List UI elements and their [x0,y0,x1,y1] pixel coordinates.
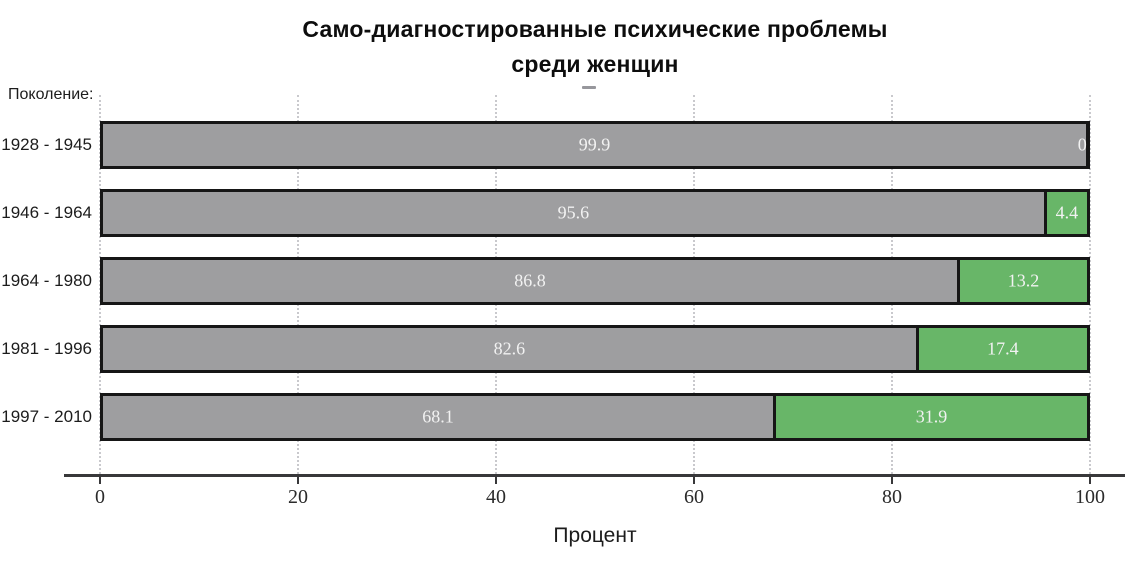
gridline [1089,95,1091,474]
bar-rows: 1928 - 1945 99.9 0.1 1946 - 1964 95.6 4.… [0,121,1090,461]
tick-label: 20 [288,486,308,508]
x-axis-tick-labels: 0 20 40 60 80 100 [95,486,1105,512]
bar-row: 1928 - 1945 99.9 0.1 [0,121,1090,169]
bar-segment-gray: 99.9 [103,124,1087,166]
x-axis-ticks [99,477,1091,485]
bar-value-label: 13.2 [1007,270,1040,291]
bar-value-label: 95.6 [557,202,590,223]
bar-segment-green: 0.1 [1078,124,1087,166]
bar-row: 1964 - 1980 86.8 13.2 [0,257,1090,305]
bar-segment-gray: 86.8 [103,260,958,302]
bar-value-label: 86.8 [514,270,546,291]
bar-row: 1981 - 1996 82.6 17.4 [0,325,1090,373]
bar-value-label: 68.1 [422,406,454,427]
category-label: 1981 - 1996 [1,339,92,358]
bar-segment-green: 31.9 [773,396,1087,438]
tick-mark [495,477,497,484]
tick-label: 60 [684,486,704,508]
bar-row: 1997 - 2010 68.1 31.9 [0,393,1090,441]
bar-value-label: 99.9 [578,134,611,155]
tick-label: 40 [486,486,506,508]
bar-segment-green: 4.4 [1043,192,1087,234]
stacked-bar: 86.8 13.2 [100,257,1090,305]
stacked-bar: 82.6 17.4 [100,325,1090,373]
stacked-bar: 95.6 4.4 [100,189,1090,237]
tick-mark [99,477,101,484]
chart-title: Само-диагностированные психические пробл… [100,12,1090,82]
tick-label: 100 [1075,486,1105,508]
category-label: 1928 - 1945 [1,135,92,154]
category-label: 1964 - 1980 [1,271,92,290]
generation-axis-label: Поколение: [8,86,94,103]
stacked-bar: 68.1 31.9 [100,393,1090,441]
bar-value-label: 4.4 [1055,202,1079,223]
bar-segment-gray: 82.6 [103,328,916,370]
x-axis-title: Процент [553,524,637,547]
tick-label: 0 [95,486,105,508]
tick-mark [297,477,299,484]
tick-label: 80 [882,486,902,508]
chart-title-line1: Само-диагностированные психические пробл… [302,16,888,42]
tick-mark [891,477,893,484]
tick-mark [693,477,695,484]
bar-value-label: 82.6 [493,338,526,359]
bar-row: 1946 - 1964 95.6 4.4 [0,189,1090,237]
category-label: 1997 - 2010 [1,407,92,426]
chart-title-line2: среди женщин [511,51,679,77]
x-axis-line [64,474,1125,477]
bar-segment-gray: 68.1 [103,396,774,438]
category-label: 1946 - 1964 [1,203,92,222]
bar-value-label: 0.1 [1077,134,1087,155]
bar-segment-gray: 95.6 [103,192,1044,234]
bar-value-label: 31.9 [915,406,948,427]
tick-mark [1089,477,1091,484]
bar-value-label: 17.4 [987,338,1019,359]
bar-segment-green: 17.4 [915,328,1087,370]
stacked-bar: 99.9 0.1 [100,121,1090,169]
legend-remnant-dash [582,86,596,89]
bar-segment-green: 13.2 [957,260,1087,302]
